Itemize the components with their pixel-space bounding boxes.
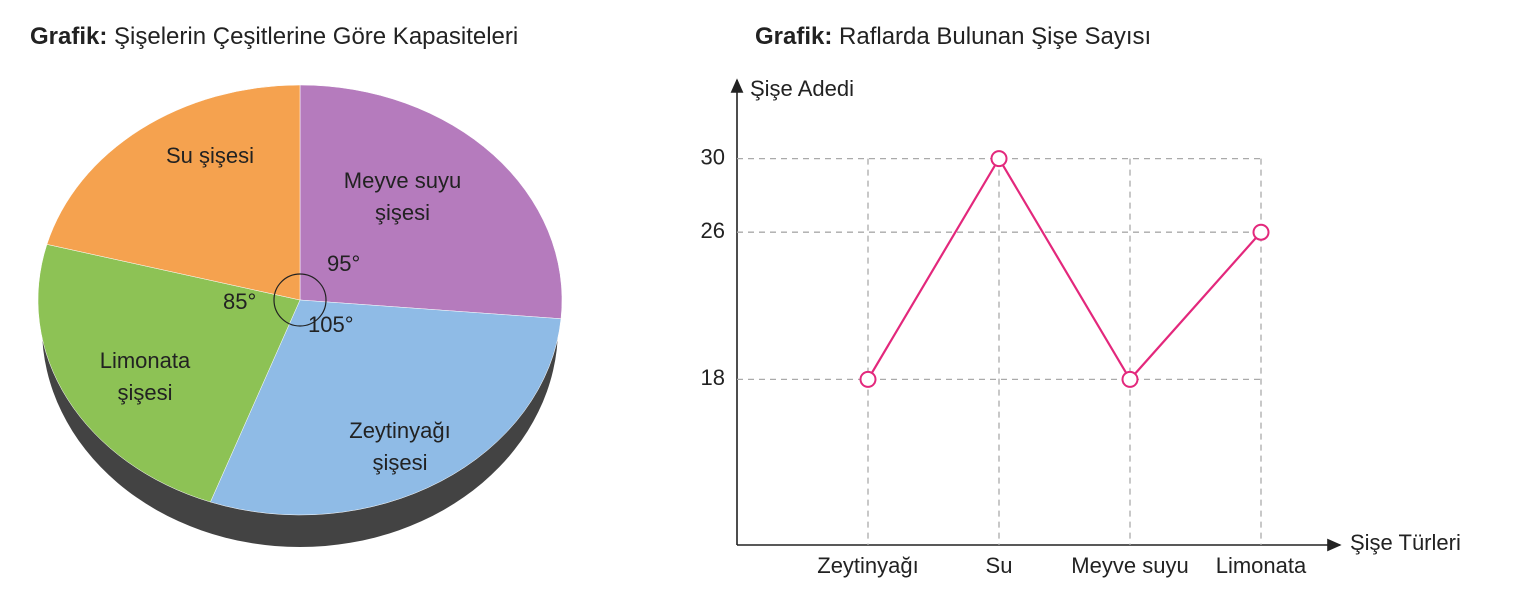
- title-prefix: Grafik:: [30, 23, 107, 50]
- y-tick-label: 26: [701, 218, 725, 243]
- x-tick-label: Su: [986, 553, 1013, 578]
- point: [1121, 370, 1139, 388]
- slice-label: Limonata şişesi: [99, 348, 191, 405]
- x-tick-label: Zeytinyağı: [817, 553, 919, 578]
- chart-title: Grafik: Şişelerin Çeşitlerine Göre Kapas…: [30, 23, 518, 50]
- slice-label-box: Zeytinyağı şişesi: [349, 418, 451, 475]
- slice-label: Zeytinyağı şişesi: [349, 418, 451, 475]
- pie-slice: [299, 84, 563, 320]
- series-line: [867, 156, 1262, 382]
- title-text: Şişelerin Çeşitlerine Göre Kapasiteleri: [114, 23, 518, 50]
- x-tick-label: Meyve suyu: [1071, 553, 1188, 578]
- pie-slice: [37, 244, 301, 503]
- angle-arc: [273, 273, 327, 327]
- title-text: Raflarda Bulunan Şişe Sayısı: [839, 23, 1151, 50]
- angle-label: 95°: [327, 251, 360, 276]
- point: [990, 150, 1008, 168]
- slice-label-box: Limonata şişesi: [99, 348, 191, 405]
- chart-title: Grafik: Raflarda Bulunan Şişe Sayısı: [755, 23, 1151, 50]
- angle-label: 85°: [223, 289, 256, 314]
- y-tick-label: 18: [701, 365, 725, 390]
- y-tick-label: 30: [701, 144, 725, 169]
- point: [1252, 223, 1270, 241]
- x-tick-label: Limonata: [1216, 553, 1307, 578]
- slice-label-box: Meyve suyu şişesi: [343, 168, 462, 225]
- slice-label-box: Su şişesi: [165, 143, 255, 168]
- title-prefix: Grafik:: [755, 23, 832, 50]
- pie-slice: [210, 299, 562, 516]
- point: [859, 370, 877, 388]
- x-axis-label: Şişe Türleri: [1350, 530, 1461, 555]
- angle-label: 105°: [308, 312, 354, 337]
- slice-label: Meyve suyu şişesi: [343, 168, 462, 225]
- slice-label: Su şişesi: [165, 143, 255, 168]
- y-axis-label: Şişe Adedi: [750, 76, 854, 101]
- pie-slice: [46, 84, 301, 301]
